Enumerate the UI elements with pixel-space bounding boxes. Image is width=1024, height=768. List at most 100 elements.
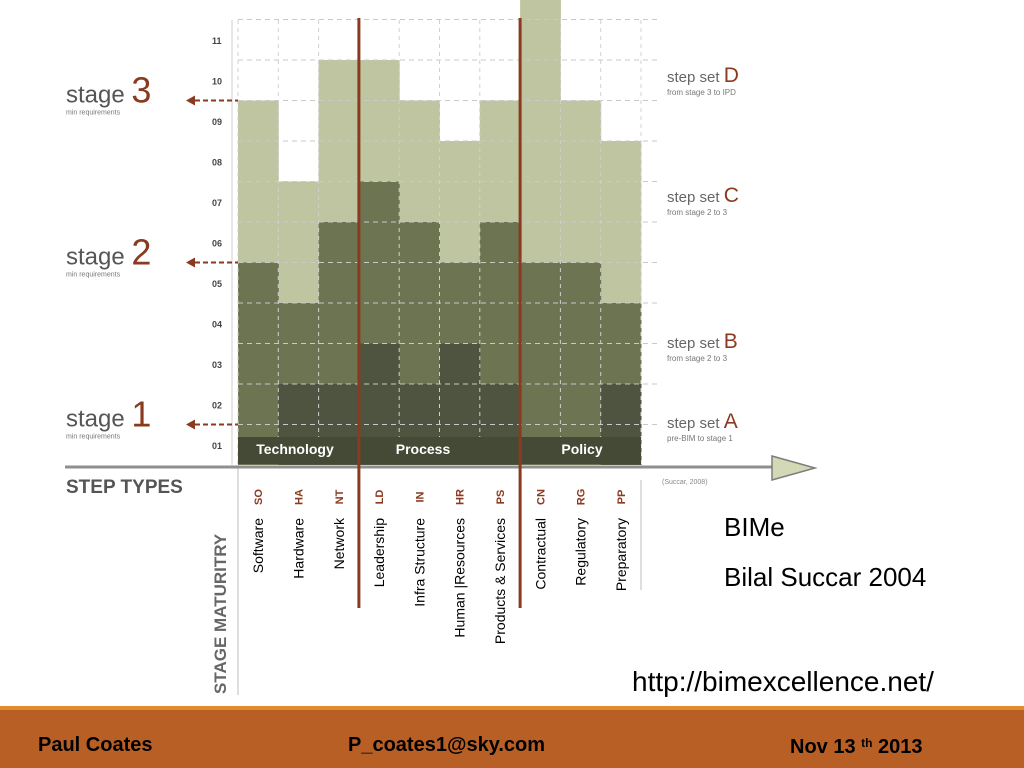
stage-word: stage (66, 406, 131, 433)
layer-b-so (238, 262, 279, 465)
stage-word: stage (66, 82, 131, 109)
stage-arrow-head (186, 419, 195, 430)
step-set-letter: A (724, 410, 738, 433)
citation: (Succar, 2008) (662, 479, 708, 486)
stage-arrow-head (186, 257, 195, 268)
stage-number: 1 (131, 394, 151, 435)
column-code-ha: HA (293, 489, 305, 505)
slide-author: Bilal Succar 2004 (724, 562, 927, 592)
stage-number: 2 (131, 232, 151, 273)
footer-date: Nov 13 th 2013 (790, 736, 923, 759)
axis-arrow (771, 455, 818, 481)
step-set-word: step set (667, 335, 724, 352)
group-band-bg (238, 437, 641, 464)
level-ticks: 11 10 09 08 07 06 05 04 03 02 01 (212, 20, 233, 465)
stage-title: stage 1 (66, 394, 151, 435)
column-name-ld: Leadership (371, 518, 387, 587)
step-set-title: step set A (667, 410, 738, 433)
group-label-technology: Technology (256, 441, 334, 457)
level-tick: 01 (212, 441, 222, 451)
level-tick: 03 (212, 360, 222, 370)
step-set-subtitle: from stage 3 to IPD (667, 88, 736, 97)
group-dividers (357, 18, 522, 608)
level-tick: 09 (212, 117, 222, 127)
step-set-subtitle: from stage 2 to 3 (667, 208, 728, 217)
group-band: Technology Process Policy (238, 437, 641, 464)
footer-date-year: 2013 (878, 736, 923, 758)
column-code-cn: CN (535, 489, 547, 505)
column-name-ps: Products & Services (492, 518, 508, 644)
column-name-pp: Preparatory (613, 518, 629, 591)
level-tick: 02 (212, 400, 222, 410)
footer-bar: Paul Coates P_coates1@sky.com Nov 13 th … (0, 710, 1024, 768)
footer-date-main: Nov 13 (790, 736, 856, 758)
step-set-word: step set (667, 69, 724, 86)
column-name-ha: Hardware (290, 518, 306, 579)
column-name-hr: Human |Resources (452, 518, 468, 638)
step-set-subtitle: from stage 2 to 3 (667, 354, 728, 363)
column-code-rg: RG (576, 489, 588, 506)
level-tick: 10 (212, 76, 222, 86)
stage-arrow-head (186, 95, 195, 106)
step-set-word: step set (667, 189, 724, 206)
column-code-so: SO (253, 489, 265, 505)
step-set-letter: D (724, 64, 739, 87)
stage-subtitle: min requirements (66, 272, 121, 279)
slide-url[interactable]: http://bimexcellence.net/ (632, 666, 934, 697)
column-code-hr: HR (455, 489, 467, 505)
column-code-ld: LD (374, 490, 386, 505)
level-tick: 05 (212, 279, 222, 289)
column-name-in: Infra Structure (411, 518, 427, 607)
column-codes: SO HA NT LD IN HR PS CN RG PP (253, 489, 628, 506)
column-names: Software Hardware Network Leadership Infra S… (250, 517, 629, 644)
stage-subtitle: min requirements (66, 434, 121, 441)
step-set-letter: C (724, 184, 739, 207)
step-set-title: step set C (667, 184, 739, 207)
stage-word: stage (66, 244, 131, 271)
step-set-title: step set D (667, 64, 739, 87)
step-set-letter: B (724, 330, 738, 353)
layer-b-cn (520, 262, 561, 465)
column-code-ps: PS (495, 490, 507, 505)
column-name-nt: Network (331, 517, 347, 569)
footer-divider (0, 706, 1024, 710)
column-code-pp: PP (616, 490, 628, 505)
step-set-title: step set B (667, 330, 738, 353)
slide-title: BIMe (724, 512, 785, 542)
column-code-nt: NT (334, 489, 346, 504)
level-tick: 08 (212, 157, 222, 167)
stage-number: 3 (131, 70, 151, 111)
step-set-word: step set (667, 415, 724, 432)
footer-date-sup: th (861, 736, 873, 750)
stage-subtitle: min requirements (66, 110, 121, 117)
step-types-label: STEP TYPES (66, 477, 183, 498)
stage-title: stage 2 (66, 232, 151, 273)
column-name-rg: Regulatory (573, 518, 589, 586)
step-types-axis: STEP TYPES (Succar, 2008) STAGE MATURITRY (65, 455, 818, 694)
group-label-policy: Policy (561, 441, 602, 457)
footer-email[interactable]: P_coates1@sky.com (348, 734, 546, 756)
footer-author: Paul Coates (38, 734, 153, 756)
column-name-cn: Contractual (532, 518, 548, 590)
level-tick: 04 (212, 319, 222, 329)
step-set-subtitle: pre-BIM to stage 1 (667, 434, 733, 443)
layer-b-rg (560, 262, 602, 465)
stage-title: stage 3 (66, 70, 151, 111)
column-name-so: Software (250, 518, 266, 573)
level-tick: 07 (212, 198, 222, 208)
group-label-process: Process (396, 441, 451, 457)
level-tick: 06 (212, 238, 222, 248)
column-code-in: IN (414, 491, 426, 502)
level-tick: 11 (212, 36, 222, 46)
stage-maturity-label: STAGE MATURITRY (211, 533, 230, 694)
